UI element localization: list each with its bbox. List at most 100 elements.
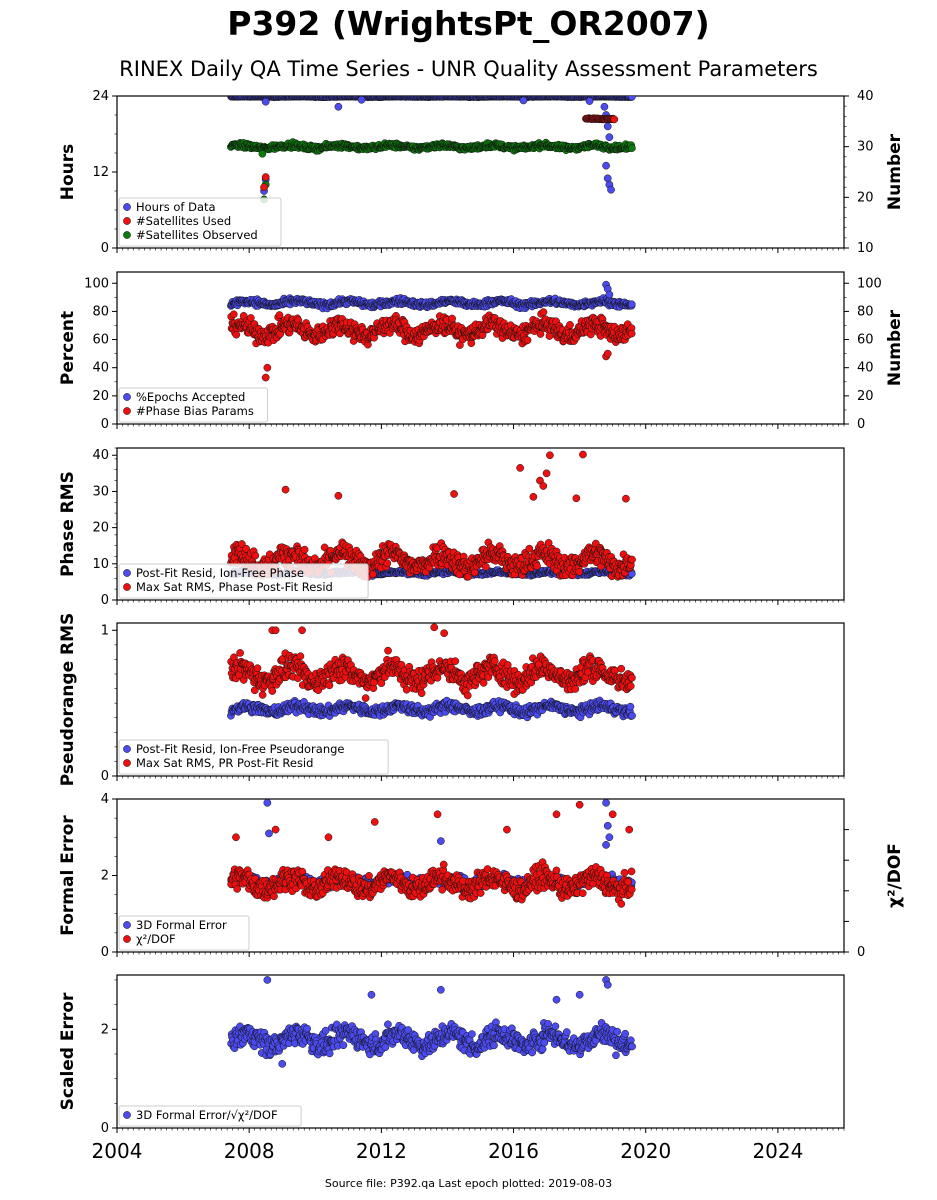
- y-tick-label: 24: [92, 89, 109, 104]
- data-point: [628, 96, 636, 101]
- y2-tick-label: 20: [857, 389, 874, 404]
- data-point: [627, 300, 636, 309]
- y2-tick-label: 10: [857, 241, 874, 256]
- y2-tick-label: 20: [857, 190, 874, 205]
- legend-entry: #Satellites Used: [136, 214, 231, 228]
- data-points: [227, 623, 636, 722]
- y-tick-label: 0: [101, 769, 109, 784]
- data-point: [383, 559, 392, 568]
- data-point: [470, 568, 479, 577]
- data-point: [516, 464, 525, 472]
- data-point: [263, 363, 272, 372]
- data-point: [533, 562, 541, 570]
- legend-entry: #Satellites Observed: [136, 228, 258, 242]
- y-tick-label: 0: [101, 417, 109, 432]
- y2-tick-label: 40: [857, 89, 874, 104]
- data-point: [628, 555, 636, 564]
- y-axis-label: Hours: [58, 144, 78, 201]
- panel-3: 0 10 20 30 40 Phase RMS Post-Fit Resid, Ion-Fr…: [58, 447, 845, 608]
- data-point: [261, 97, 270, 106]
- legend-entry: Max Sat RMS, Phase Post-Fit Resid: [136, 580, 333, 594]
- data-point: [246, 314, 255, 322]
- data-point: [603, 122, 612, 131]
- y-tick-label: 10: [92, 557, 109, 572]
- legend-marker: [123, 569, 131, 577]
- y-tick-label: 1: [101, 623, 109, 638]
- data-point: [610, 115, 619, 124]
- data-point: [450, 490, 458, 498]
- data-point: [628, 144, 636, 152]
- chart-subtitle: RINEX Daily QA Time Series - UNR Quality…: [119, 57, 818, 81]
- y-axis-label: Percent: [58, 311, 78, 385]
- y-axis-label: Phase RMS: [58, 471, 78, 577]
- chart-title: P392 (WrightsPt_OR2007): [227, 4, 710, 43]
- legend-entry: Post-Fit Resid, Ion-Free Phase: [136, 566, 304, 580]
- data-points: [227, 96, 636, 204]
- data-point: [482, 563, 490, 571]
- data-point: [258, 149, 267, 158]
- y2-tick-label: 0: [857, 417, 865, 432]
- data-point: [369, 570, 377, 579]
- y2-tick-label: 80: [857, 304, 874, 319]
- y-tick-label: 40: [92, 361, 109, 376]
- data-point: [546, 451, 554, 460]
- legend-marker: [123, 217, 131, 225]
- data-point: [600, 102, 609, 111]
- data-points: [226, 450, 636, 581]
- data-point: [334, 491, 343, 500]
- data-point: [519, 96, 528, 105]
- data-point: [281, 485, 290, 494]
- data-point: [566, 321, 574, 329]
- data-point: [603, 349, 612, 358]
- panel-2: 0 20 40 60 80 100 0 20 40 60 80 100 Percent Number %Ep…: [58, 271, 905, 432]
- y-axis-label: Pseudorange RMS: [58, 613, 78, 787]
- y-tick-label: 60: [92, 333, 109, 348]
- y-tick-label: 80: [92, 304, 109, 319]
- data-point: [585, 97, 594, 105]
- data-points: [227, 280, 636, 382]
- data-point: [357, 96, 366, 104]
- data-point: [261, 173, 270, 181]
- legend-marker: [123, 203, 131, 211]
- y2-tick-label: 100: [857, 276, 882, 291]
- data-point: [229, 310, 238, 319]
- data-point: [232, 330, 241, 339]
- data-point: [605, 290, 614, 299]
- y-tick-label: 100: [84, 276, 109, 291]
- data-point: [607, 185, 615, 194]
- data-point: [334, 102, 343, 111]
- legend-marker: [123, 393, 131, 401]
- y-tick-label: 12: [92, 165, 109, 180]
- data-point: [261, 373, 270, 382]
- data-point: [539, 308, 548, 316]
- data-point: [523, 336, 532, 345]
- y-tick-label: 20: [92, 389, 109, 404]
- y-tick-label: 0: [101, 241, 109, 256]
- data-point: [529, 493, 538, 501]
- y-tick-label: 20: [92, 521, 109, 536]
- legend-entry: #Phase Bias Params: [136, 404, 254, 418]
- y2-axis-label: Number: [885, 309, 905, 386]
- y2-axis-label: Number: [885, 133, 905, 210]
- legend-entry: Hours of Data: [136, 200, 216, 214]
- data-point: [251, 551, 260, 560]
- data-point: [575, 567, 584, 576]
- data-point: [542, 469, 551, 478]
- data-point: [572, 494, 581, 503]
- data-point: [622, 494, 630, 503]
- data-point: [602, 161, 610, 170]
- legend-marker: [123, 407, 131, 415]
- y2-tick-label: 40: [857, 361, 874, 376]
- y2-tick-label: 60: [857, 333, 874, 348]
- data-point: [579, 450, 587, 459]
- data-point: [300, 545, 309, 554]
- legend-box: [118, 197, 282, 247]
- y-tick-label: 30: [92, 484, 109, 499]
- data-point: [627, 329, 636, 338]
- data-point: [448, 314, 456, 323]
- legend-marker: [123, 583, 131, 591]
- data-point: [275, 311, 284, 319]
